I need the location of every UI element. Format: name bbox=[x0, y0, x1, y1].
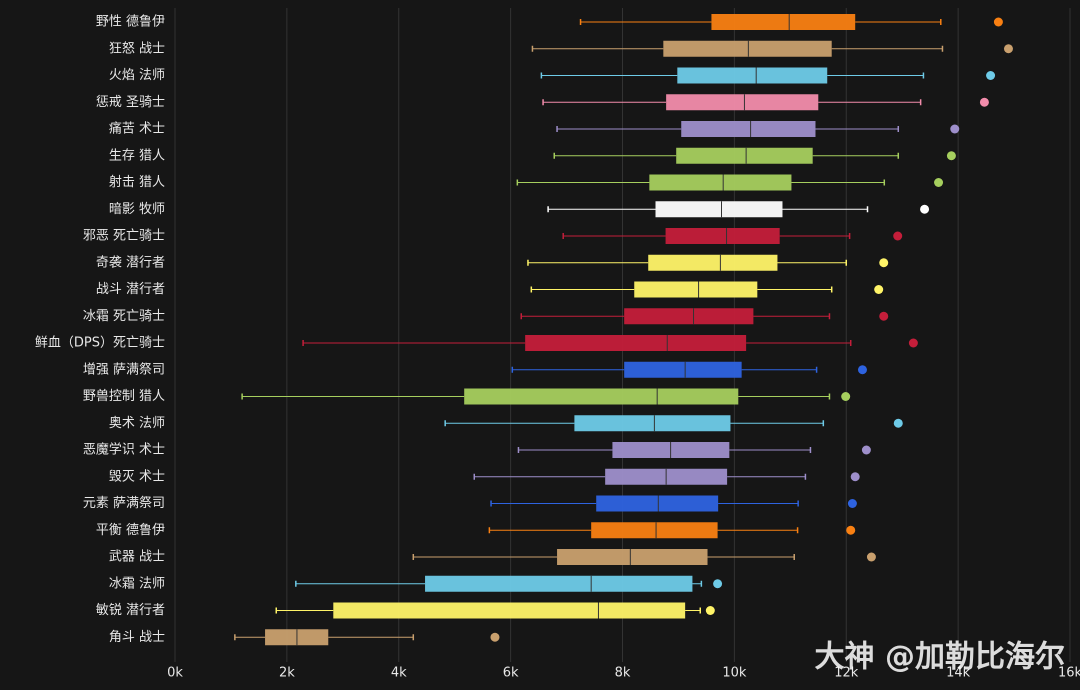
box bbox=[655, 201, 783, 218]
x-tick-label: 12k bbox=[834, 666, 859, 681]
x-tick-label: 0k bbox=[167, 666, 183, 681]
y-tick-label: 暗影 牧师 bbox=[109, 202, 165, 217]
box bbox=[634, 281, 758, 298]
y-tick-label: 增强 萨满祭司 bbox=[83, 362, 165, 377]
outlier bbox=[861, 445, 871, 455]
outlier bbox=[950, 124, 960, 134]
box bbox=[464, 388, 739, 405]
x-tick-label: 8k bbox=[615, 666, 631, 681]
box bbox=[557, 549, 708, 565]
outlier bbox=[879, 258, 889, 268]
outlier bbox=[986, 71, 996, 80]
box bbox=[665, 228, 780, 244]
outlier bbox=[893, 231, 903, 241]
outlier bbox=[490, 632, 500, 642]
box bbox=[596, 495, 719, 512]
y-tick-label: 野性 德鲁伊 bbox=[96, 15, 165, 30]
box bbox=[591, 522, 718, 539]
x-tick-label: 6k bbox=[503, 666, 519, 681]
y-tick-label: 野兽控制 猎人 bbox=[83, 389, 165, 404]
box bbox=[425, 575, 693, 592]
box bbox=[711, 14, 856, 30]
watermark: 大神 @加勒比海尔 bbox=[815, 640, 1065, 675]
outlier bbox=[920, 204, 930, 214]
outlier bbox=[993, 17, 1003, 27]
outlier bbox=[847, 499, 857, 508]
outlier bbox=[1003, 44, 1013, 54]
x-tick-label: 10k bbox=[722, 666, 747, 681]
y-tick-label: 武器 战士 bbox=[109, 550, 165, 565]
y-tick-label: 鲜血（DPS）死亡骑士 bbox=[35, 336, 165, 351]
outlier bbox=[713, 579, 723, 589]
outlier bbox=[879, 311, 889, 321]
y-tick-label: 痛苦 术士 bbox=[109, 121, 165, 137]
outlier bbox=[857, 365, 867, 375]
box bbox=[649, 174, 792, 191]
outlier bbox=[841, 392, 851, 401]
box bbox=[677, 67, 828, 84]
box bbox=[666, 94, 819, 111]
box bbox=[525, 335, 747, 351]
y-tick-label: 敏锐 潜行者 bbox=[96, 603, 165, 618]
y-tick-label: 元素 萨满祭司 bbox=[83, 496, 165, 511]
box bbox=[663, 40, 832, 57]
y-tick-label: 毁灭 术士 bbox=[109, 469, 165, 484]
y-tick-label: 邪恶 死亡骑士 bbox=[83, 229, 165, 244]
y-tick-label: 恶魔学识 术士 bbox=[83, 442, 165, 458]
box bbox=[676, 147, 813, 164]
y-tick-label: 生存 猎人 bbox=[109, 148, 165, 163]
y-tick-label: 惩戒 圣骑士 bbox=[96, 95, 165, 110]
box bbox=[333, 602, 686, 619]
y-tick-label: 角斗 战士 bbox=[109, 630, 165, 645]
y-tick-label: 火焰 法师 bbox=[109, 68, 165, 83]
y-tick-label: 战斗 潜行者 bbox=[96, 282, 165, 297]
outlier bbox=[874, 285, 884, 294]
y-tick-label: 射击 猎人 bbox=[109, 174, 165, 190]
outlier bbox=[866, 552, 876, 562]
box bbox=[648, 254, 778, 271]
x-tick-label: 14k bbox=[946, 666, 971, 681]
y-tick-label: 奇袭 潜行者 bbox=[96, 254, 165, 270]
outlier bbox=[846, 525, 856, 535]
y-tick-label: 奥术 法师 bbox=[109, 416, 165, 431]
y-tick-label: 狂怒 战士 bbox=[109, 41, 165, 56]
box bbox=[624, 361, 742, 378]
box bbox=[624, 308, 754, 325]
box bbox=[574, 415, 731, 432]
x-tick-label: 4k bbox=[391, 666, 407, 681]
y-tick-label: 平衡 德鲁伊 bbox=[96, 523, 165, 538]
outlier bbox=[979, 97, 989, 107]
x-tick-label: 2k bbox=[279, 666, 295, 681]
outlier bbox=[908, 338, 918, 348]
y-tick-label: 冰霜 法师 bbox=[109, 576, 165, 591]
outlier bbox=[934, 178, 944, 187]
outlier bbox=[893, 418, 903, 428]
x-tick-label: 16k bbox=[1058, 666, 1080, 681]
box bbox=[681, 121, 816, 137]
y-tick-label: 冰霜 死亡骑士 bbox=[83, 309, 165, 324]
outlier bbox=[946, 151, 956, 161]
outlier bbox=[850, 472, 860, 482]
outlier bbox=[705, 606, 715, 615]
